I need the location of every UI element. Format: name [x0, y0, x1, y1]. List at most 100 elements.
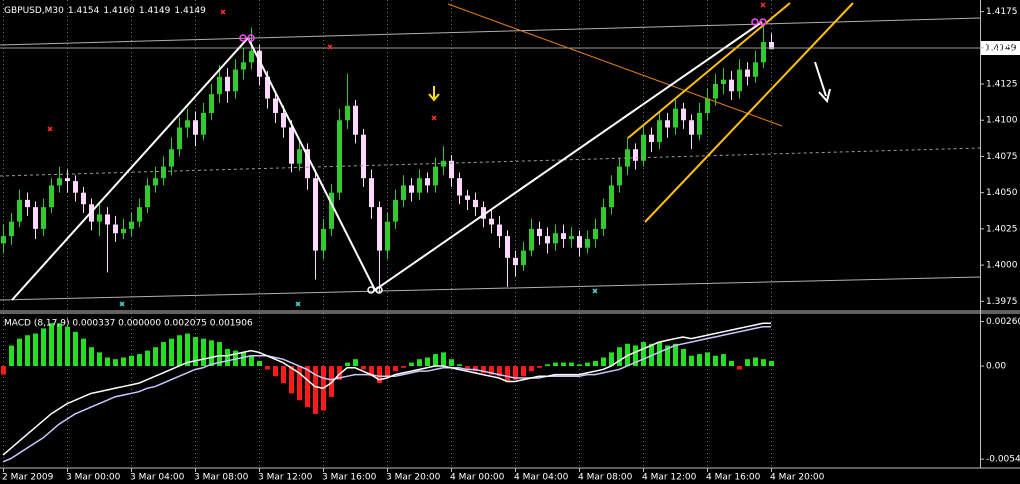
price-label: 1.4149	[985, 44, 1017, 54]
histogram-bar	[41, 328, 46, 367]
candle-body	[481, 207, 486, 219]
candle-body	[201, 112, 206, 135]
trend-line	[0, 147, 981, 177]
candle-body	[761, 42, 766, 63]
candle-body	[681, 108, 686, 121]
candle-body	[65, 178, 70, 182]
histogram-bar	[385, 366, 390, 377]
plot-layer	[1, 26, 774, 463]
histogram-bar	[105, 357, 110, 367]
candle-body	[1, 236, 6, 244]
candle-body	[185, 120, 190, 128]
candle-body	[41, 207, 46, 229]
histogram-bar	[705, 352, 710, 367]
candle-body	[337, 120, 342, 193]
candle-body	[713, 84, 718, 99]
candle-body	[393, 199, 398, 222]
candle-body	[729, 79, 734, 92]
histogram-bar	[217, 342, 222, 367]
x-tick-label: 3 Mar 00:00	[66, 473, 121, 483]
histogram-bar	[681, 348, 686, 367]
histogram-bar	[585, 362, 590, 367]
zigzag	[11, 21, 763, 301]
histogram-bar	[265, 366, 270, 370]
candle-body	[353, 105, 358, 135]
candle-body	[273, 98, 278, 113]
histogram-bar	[713, 355, 718, 367]
histogram-bar	[577, 364, 582, 367]
histogram-bar	[169, 338, 174, 367]
candle-body	[57, 178, 62, 186]
x-tick-label: 4 Mar 00:00	[450, 473, 505, 483]
y-tick-label: 1.4050	[986, 188, 1018, 198]
candle-body	[505, 236, 510, 258]
candle-body	[289, 127, 294, 164]
x-tick-label: 3 Mar 16:00	[322, 473, 377, 483]
frame	[0, 0, 1020, 469]
y-tick-label: 1.4100	[986, 116, 1018, 126]
fractal-markers	[47, 2, 766, 132]
candle-body	[609, 185, 614, 208]
candle-body	[641, 134, 646, 161]
histogram-bar	[697, 354, 702, 367]
histogram-bar	[521, 366, 526, 377]
histogram-bar	[89, 347, 94, 367]
candle-body	[233, 69, 238, 92]
histogram-bar	[569, 362, 574, 367]
histogram-bar	[81, 338, 86, 367]
histogram-bar	[473, 366, 478, 372]
histogram-bar	[457, 364, 462, 367]
candle-body	[561, 233, 566, 240]
histogram-bar	[209, 340, 214, 367]
y-tick-label: 1.4025	[986, 224, 1018, 234]
candle-body	[697, 112, 702, 135]
x-tick-label: 4 Mar 08:00	[578, 473, 633, 483]
histogram-bar	[729, 360, 734, 367]
histogram-bar	[505, 366, 510, 382]
candle-body	[321, 228, 326, 251]
histogram-bar	[761, 359, 766, 367]
x-tick-label: 4 Mar 12:00	[642, 473, 697, 483]
macd-line	[2, 322, 771, 456]
candle-body	[649, 134, 654, 142]
candle-body	[601, 207, 606, 229]
histogram-bar	[497, 366, 502, 377]
histogram-bar	[273, 366, 278, 377]
candle-body	[377, 207, 382, 251]
candle-body	[737, 69, 742, 92]
histogram-bar	[361, 366, 366, 370]
candle-body	[673, 108, 678, 128]
histogram-bar	[633, 345, 638, 367]
histogram-bar	[33, 333, 38, 367]
peak-markers	[239, 18, 767, 42]
histogram-bar	[601, 357, 606, 367]
histogram-bar	[665, 345, 670, 367]
arrow-head	[818, 88, 831, 104]
candle-body	[193, 120, 198, 135]
histogram-bar	[97, 352, 102, 367]
histogram-bar	[657, 342, 662, 367]
candle-body	[49, 185, 54, 208]
histogram-bar	[393, 366, 398, 372]
candle-body	[657, 120, 662, 142]
signal-line	[2, 325, 771, 463]
candle-body	[529, 228, 534, 251]
histogram-bar	[441, 352, 446, 367]
candle-body	[105, 214, 110, 225]
candle-body	[577, 236, 582, 248]
drawing-objects	[0, 2, 981, 307]
histogram-bar	[73, 331, 78, 367]
candle-body	[521, 250, 526, 266]
histogram-bar	[353, 359, 358, 367]
candle-body	[281, 112, 286, 128]
histogram-bar	[345, 362, 350, 367]
candle-body	[625, 149, 630, 167]
candle-body	[265, 76, 270, 99]
x-tick-label: 3 Mar 20:00	[386, 473, 441, 483]
candle-body	[113, 224, 118, 234]
candle-body	[705, 98, 710, 113]
histogram-bar	[753, 357, 758, 367]
histogram-bar	[113, 359, 118, 367]
histogram-bar	[289, 366, 294, 394]
histogram-bar	[409, 362, 414, 367]
